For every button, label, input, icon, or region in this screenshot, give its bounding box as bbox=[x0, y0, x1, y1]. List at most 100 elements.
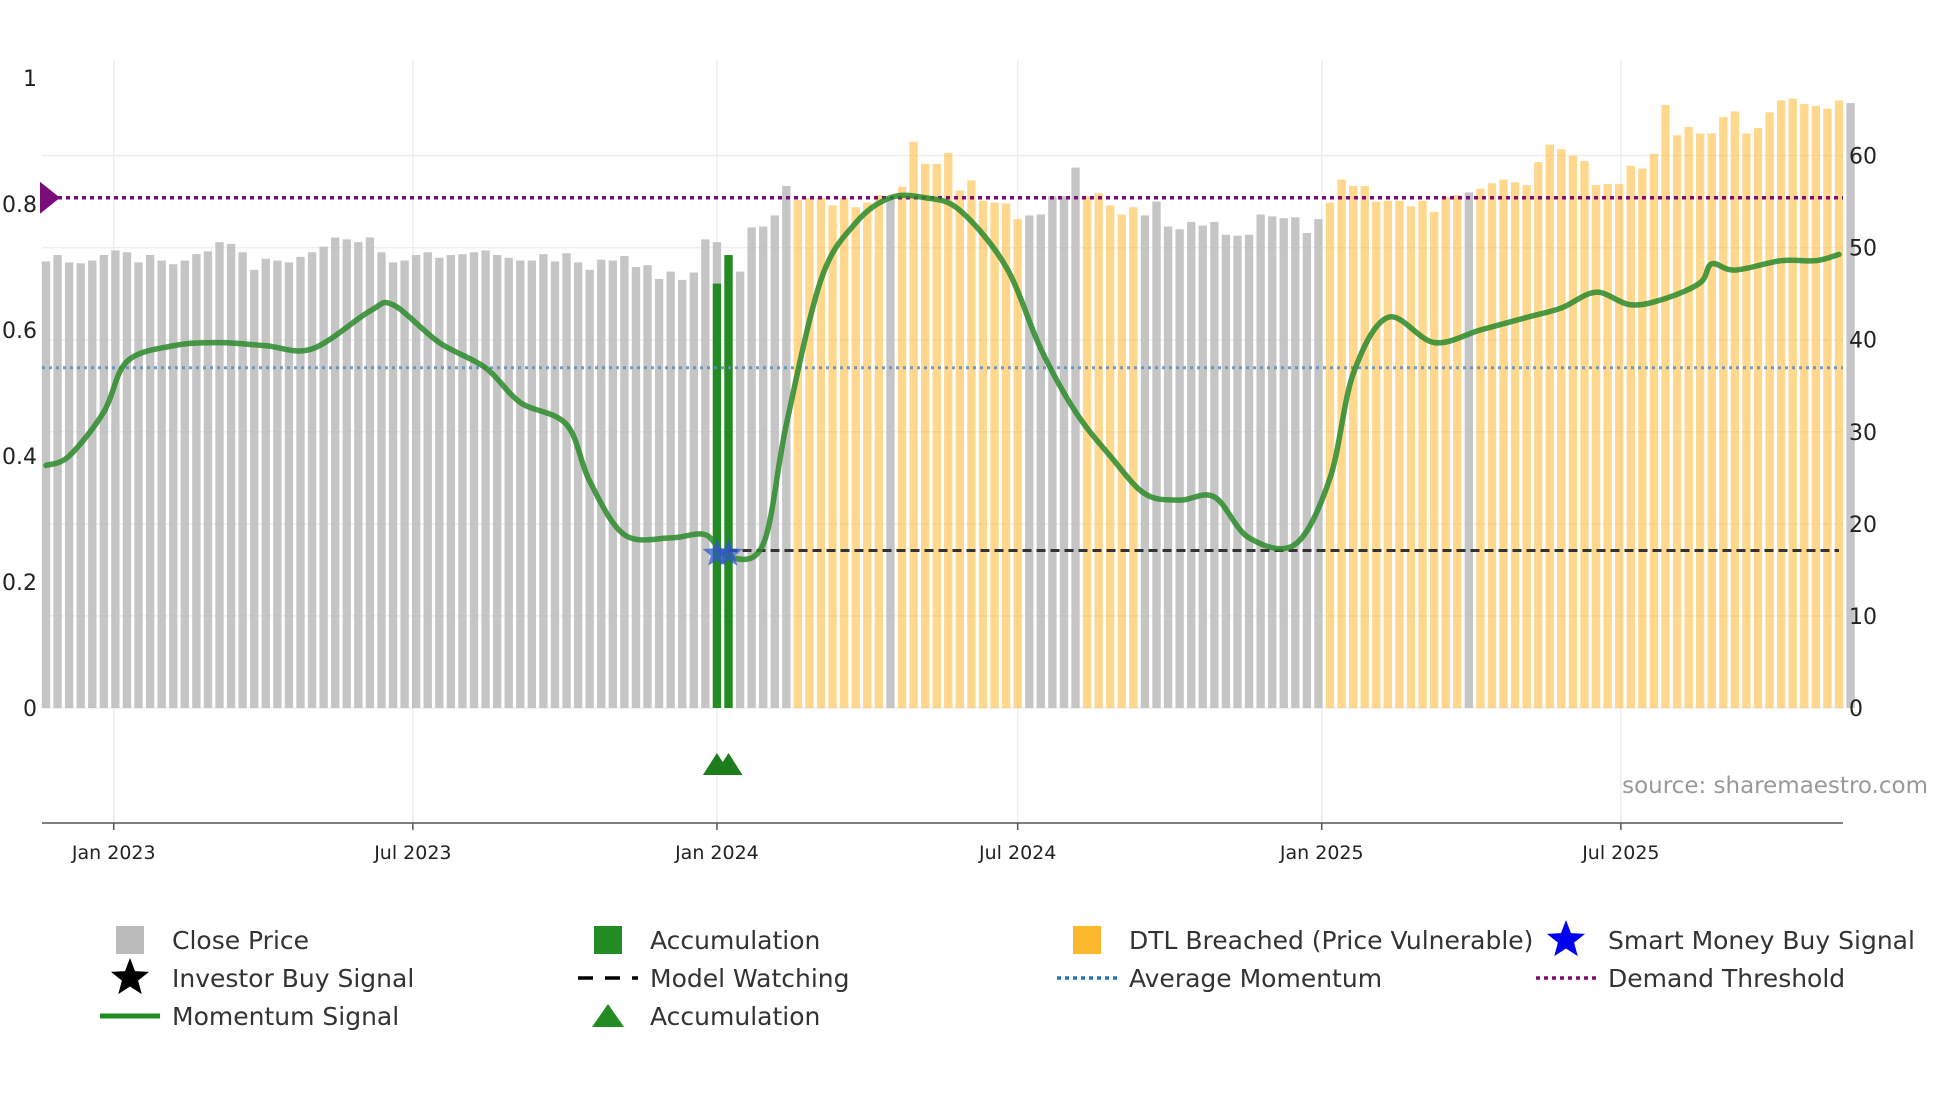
legend-demand-threshold-dot: Demand Threshold bbox=[1536, 964, 1845, 993]
dtl-breached-bar bbox=[1707, 133, 1716, 708]
close-price-bar bbox=[1175, 229, 1184, 708]
dtl-breached-bar bbox=[1776, 100, 1786, 709]
close-price-bar bbox=[678, 279, 687, 708]
dtl-breached-bar bbox=[920, 163, 930, 709]
close-price-bar bbox=[1198, 225, 1207, 708]
close-price-bar bbox=[492, 255, 502, 709]
y-right-tick-label: 40 bbox=[1849, 329, 1877, 354]
dtl-breached-bar bbox=[1360, 185, 1369, 708]
close-price-bar bbox=[134, 262, 143, 708]
dtl-breached-bar bbox=[1441, 197, 1450, 708]
dtl-breached-bar bbox=[1013, 219, 1022, 708]
close-price-bar bbox=[145, 255, 155, 709]
close-price-bar bbox=[481, 250, 490, 709]
close-price-bar bbox=[192, 254, 201, 708]
legend-label: Momentum Signal bbox=[172, 1002, 399, 1031]
close-price-bar bbox=[562, 253, 571, 708]
close-price-bar bbox=[88, 260, 97, 708]
dtl-breached-bar bbox=[1719, 116, 1728, 708]
close-price-bar bbox=[180, 260, 189, 708]
close-price-bar bbox=[504, 257, 513, 708]
dtl-breached-bar bbox=[1568, 155, 1578, 709]
dtl-breached-bar bbox=[1823, 108, 1832, 709]
close-price-bar bbox=[400, 260, 409, 708]
smart-money-buy-signal bbox=[714, 538, 743, 566]
smart-money-buy-signal bbox=[702, 538, 732, 566]
accumulation-bar bbox=[724, 255, 733, 709]
dtl-breached-bar bbox=[816, 197, 826, 708]
close-price-bar bbox=[296, 256, 305, 708]
dtl-breached-bar bbox=[1453, 195, 1462, 708]
dtl-breached-bar bbox=[1117, 214, 1126, 709]
legend-swatch bbox=[1073, 926, 1101, 954]
dtl-breached-bar bbox=[1626, 165, 1635, 708]
legend-star-icon bbox=[110, 958, 150, 995]
x-tick-label: Jul 2025 bbox=[1581, 842, 1659, 864]
legend-accumulation-triangle: Accumulation bbox=[592, 1002, 820, 1031]
dtl-breached-bar bbox=[828, 205, 837, 709]
dtl-breached-bar bbox=[1545, 144, 1554, 708]
x-tick-label: Jul 2024 bbox=[978, 842, 1056, 864]
legend-close-price-square: Close Price bbox=[116, 926, 309, 955]
dtl-breached-bar bbox=[1742, 133, 1751, 708]
dtl-breached-bar bbox=[1557, 149, 1566, 708]
dtl-breached-bar bbox=[1372, 201, 1381, 708]
x-tick-label: Jan 2023 bbox=[71, 842, 156, 864]
close-price-bar bbox=[388, 262, 398, 708]
dtl-breached-bar bbox=[1730, 111, 1740, 708]
close-price-bar bbox=[1187, 221, 1196, 708]
close-price-bar bbox=[1036, 214, 1045, 709]
close-price-bar bbox=[1302, 232, 1312, 708]
dtl-breached-bar bbox=[1580, 161, 1589, 708]
close-price-bar bbox=[747, 227, 756, 709]
close-price-bar bbox=[643, 265, 652, 708]
close-price-bar bbox=[1210, 221, 1219, 708]
close-price-bar bbox=[1233, 235, 1242, 708]
close-price-bar bbox=[458, 254, 467, 708]
dtl-breached-bar bbox=[851, 207, 860, 708]
close-price-bar bbox=[99, 255, 109, 709]
dtl-breached-bar bbox=[1834, 100, 1844, 709]
close-price-bar bbox=[608, 260, 617, 708]
close-price-bar bbox=[122, 252, 132, 708]
close-price-bar bbox=[1025, 215, 1034, 708]
close-price-bar bbox=[1048, 196, 1057, 709]
close-price-bar bbox=[759, 226, 768, 708]
close-price-bar bbox=[1244, 234, 1254, 708]
price-bars bbox=[41, 98, 1855, 709]
momentum-line bbox=[43, 192, 1842, 563]
dtl-breached-bar bbox=[1800, 104, 1809, 708]
dtl-breached-bar bbox=[897, 186, 907, 709]
y-left-tick-label: 1 bbox=[23, 67, 37, 92]
close-price-bar bbox=[1291, 217, 1300, 708]
y-right-tick-label: 20 bbox=[1849, 513, 1877, 538]
legend-momentum-signal-line: Momentum Signal bbox=[100, 1002, 399, 1031]
y-left-tick-label: 0.2 bbox=[2, 571, 37, 596]
close-price-bar bbox=[1221, 234, 1231, 708]
close-price-bar bbox=[1152, 201, 1161, 708]
legend-dtl-breached-price-vulnerable-square: DTL Breached (Price Vulnerable) bbox=[1073, 926, 1533, 955]
y-left-tick-label: 0.8 bbox=[2, 193, 37, 218]
close-price-bar bbox=[1256, 214, 1265, 709]
legend-average-momentum-dot: Average Momentum bbox=[1057, 964, 1382, 993]
close-price-bar bbox=[539, 254, 548, 708]
dtl-breached-bar bbox=[1383, 200, 1393, 709]
close-price-bar bbox=[1140, 215, 1150, 708]
legend-triangle-icon bbox=[592, 1004, 624, 1027]
close-price-bar bbox=[701, 239, 710, 708]
dtl-breached-bar bbox=[874, 195, 884, 708]
close-price-bar bbox=[76, 263, 85, 708]
dtl-breached-bar bbox=[1603, 184, 1612, 708]
close-price-bar bbox=[1464, 192, 1473, 709]
dtl-breached-bar bbox=[1429, 211, 1439, 708]
x-tick-label: Jan 2025 bbox=[1279, 842, 1364, 864]
dtl-breached-bar bbox=[1672, 135, 1682, 708]
close-price-bar bbox=[169, 264, 178, 708]
legend: Close Price Accumulation DTL Breached (Pri… bbox=[100, 920, 1915, 1031]
legend-label: Accumulation bbox=[650, 1002, 820, 1031]
legend-smart-money-buy-signal-star: Smart Money Buy Signal bbox=[1546, 920, 1915, 957]
close-price-bar bbox=[886, 197, 895, 708]
close-price-bar bbox=[573, 262, 583, 708]
close-price-bar bbox=[157, 260, 166, 708]
